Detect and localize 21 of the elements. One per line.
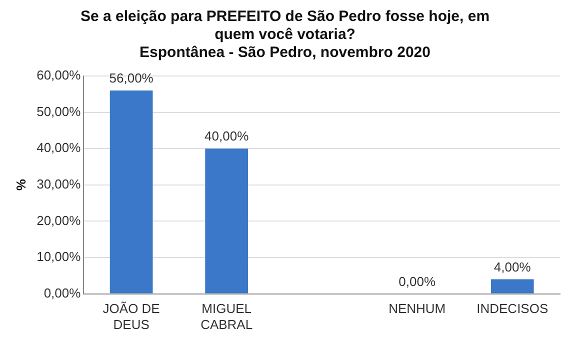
- bar: [110, 90, 153, 294]
- x-tick-label: NENHUM: [388, 301, 446, 316]
- y-tick-label: 30,00%: [36, 176, 82, 192]
- chart-title: Se a eleição para PREFEITO de São Pedro fosse hoje, em quem você votaria?: [80, 8, 490, 44]
- x-tick-label: INDECISOS: [476, 301, 548, 316]
- y-tick-label: 10,00%: [36, 249, 82, 264]
- y-tick-label: 20,00%: [36, 212, 82, 228]
- bar: [490, 279, 534, 294]
- data-label: 0,00%: [398, 274, 436, 289]
- bar: [205, 148, 248, 294]
- data-label: 40,00%: [204, 128, 250, 144]
- y-tick-label: 50,00%: [36, 104, 82, 119]
- data-label: 56,00%: [109, 70, 154, 86]
- x-tick-label: JOÃO DE DEUS: [102, 301, 160, 332]
- x-tick-label: MIGUEL CABRAL: [200, 301, 253, 332]
- chart-subtitle: Espontânea - São Pedro, novembro 2020: [140, 44, 430, 62]
- y-tick-label: 0,00%: [44, 285, 82, 300]
- y-tick-label: 60,00%: [36, 68, 82, 83]
- data-label: 4,00%: [494, 259, 532, 274]
- y-axis-title: %: [13, 178, 28, 191]
- y-tick-label: 40,00%: [36, 140, 82, 156]
